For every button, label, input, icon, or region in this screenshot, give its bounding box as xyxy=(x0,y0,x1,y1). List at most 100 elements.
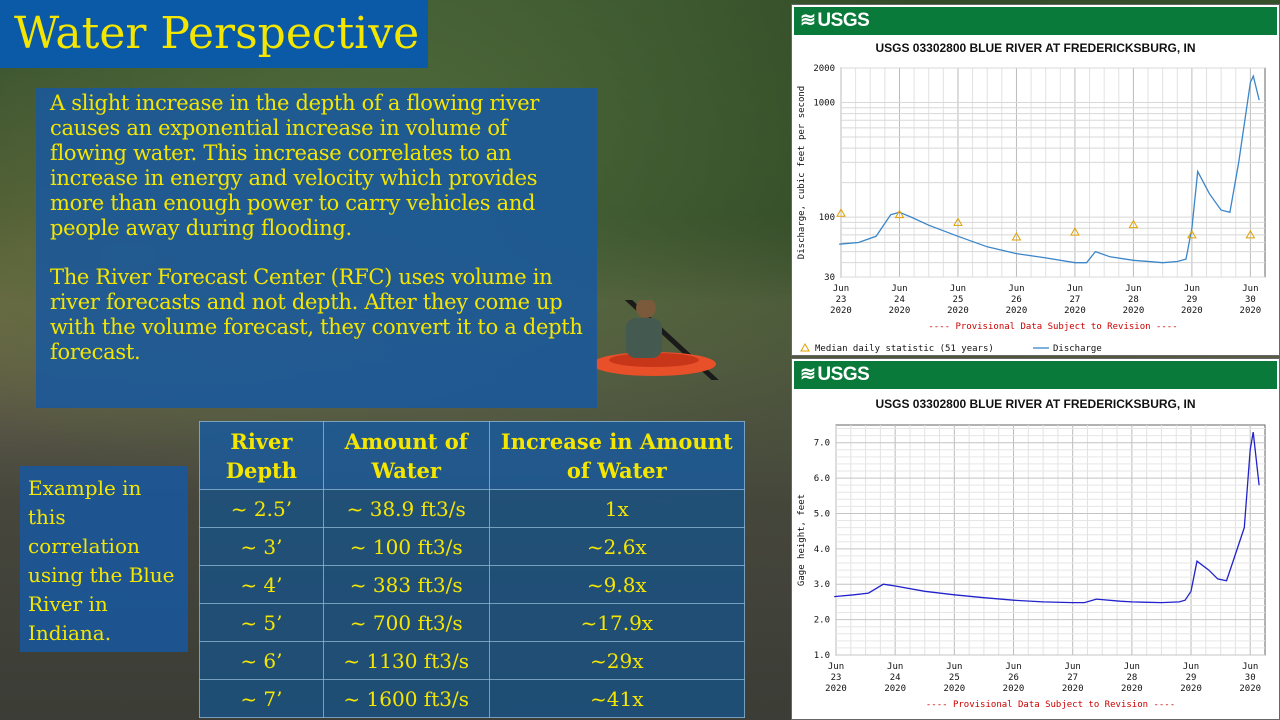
x-tick-label: Jun xyxy=(1124,662,1140,672)
usgs-wave-icon: ≋ xyxy=(800,10,816,31)
y-axis-label: Discharge, cubic feet per second xyxy=(797,86,807,259)
x-tick-label: Jun xyxy=(828,662,844,672)
x-tick-label: 24 xyxy=(894,295,905,305)
provisional-note: ---- Provisional Data Subject to Revisio… xyxy=(928,322,1177,332)
cell-depth: ~ 7’ xyxy=(199,679,324,718)
explanation-box: A slight increase in the depth of a flow… xyxy=(36,88,597,408)
median-marker xyxy=(1011,232,1022,241)
y-tick-label: 5.0 xyxy=(814,509,830,519)
cell-increase: 1x xyxy=(488,489,746,528)
gage-chart: 1.0 2.0 3.0 4.0 5.0 6.0 7.0 Gage height, feet Ju… xyxy=(797,424,1266,710)
x-tick-label: 2020 xyxy=(830,306,852,316)
x-tick-label: Jun xyxy=(1005,662,1021,672)
x-tick-label: 28 xyxy=(1126,673,1137,683)
legend-label: Median daily statistic (51 years) xyxy=(815,344,994,354)
y-axis-label: Gage height, feet xyxy=(797,494,807,586)
x-tick-label: 23 xyxy=(831,673,842,683)
y-tick-label: 30 xyxy=(824,273,835,283)
x-tick-label: 26 xyxy=(1008,673,1019,683)
x-tick-label: Jun xyxy=(1183,662,1199,672)
table-header-row: River Depth Amount of Water Increase in … xyxy=(199,421,746,490)
y-tick-label: 100 xyxy=(819,213,835,223)
y-tick-label: 1000 xyxy=(813,98,835,108)
cell-depth: ~ 3’ xyxy=(199,527,324,566)
x-tick-label: 28 xyxy=(1128,295,1139,305)
x-tick-label: 2020 xyxy=(944,684,966,694)
usgs-logo-bar: ≋ USGS xyxy=(794,361,1277,389)
cell-depth: ~ 2.5’ xyxy=(199,489,324,528)
usgs-wave-icon: ≋ xyxy=(800,364,816,385)
y-tick-label: 6.0 xyxy=(814,474,830,484)
discharge-chart: 30 100 1000 2000 Discharge, cubic feet per s… xyxy=(797,64,1266,354)
explanation-paragraph-2: The River Forecast Center (RFC) uses vol… xyxy=(50,265,583,364)
cell-volume: ~ 1130 ft3/s xyxy=(322,641,490,680)
x-tick-label: Jun xyxy=(833,284,849,294)
x-tick-label: Jun xyxy=(1125,284,1141,294)
cell-volume: ~ 383 ft3/s xyxy=(322,565,490,604)
x-tick-label: 24 xyxy=(890,673,901,683)
series-line xyxy=(834,431,1260,604)
y-tick-label: 4.0 xyxy=(814,545,830,555)
table-row: ~ 2.5’ ~ 38.9 ft3/s 1x xyxy=(199,489,746,528)
cell-increase: ~29x xyxy=(488,641,746,680)
x-tick-label: 2020 xyxy=(1006,306,1028,316)
depth-volume-table: River Depth Amount of Water Increase in … xyxy=(199,421,746,718)
median-marker xyxy=(1070,227,1080,236)
median-marker xyxy=(836,208,846,217)
cell-increase: ~41x xyxy=(488,679,746,718)
table-row: ~ 5’ ~ 700 ft3/s ~17.9x xyxy=(199,603,746,642)
x-tick-label: Jun xyxy=(1008,284,1024,294)
cell-volume: ~ 100 ft3/s xyxy=(322,527,490,566)
x-tick-label: Jun xyxy=(1242,662,1258,672)
gage-chart-title: USGS 03302800 BLUE RIVER AT FREDERICKSBU… xyxy=(875,397,1196,411)
y-tick-label: 7.0 xyxy=(814,439,830,449)
x-tick-label: 2020 xyxy=(947,306,969,316)
median-marker xyxy=(1128,219,1139,229)
cell-increase: ~9.8x xyxy=(488,565,746,604)
usgs-logo-bar: ≋ USGS xyxy=(794,7,1277,35)
explanation-paragraph-1: A slight increase in the depth of a flow… xyxy=(50,91,540,240)
series-line xyxy=(839,74,1260,264)
x-tick-label: 2020 xyxy=(1123,306,1145,316)
x-tick-label: Jun xyxy=(946,662,962,672)
x-tick-label: Jun xyxy=(950,284,966,294)
cell-volume: ~ 1600 ft3/s xyxy=(322,679,490,718)
gage-chart-panel: ≋ USGS USGS 03302800 BLUE RIVER AT FREDER… xyxy=(791,358,1280,720)
header-amount-of-water: Amount of Water xyxy=(322,421,490,490)
cell-depth: ~ 6’ xyxy=(199,641,324,680)
table-row: ~ 7’ ~ 1600 ft3/s ~41x xyxy=(199,679,746,718)
x-tick-label: 30 xyxy=(1245,673,1256,683)
example-note: Example in this correlation using the Bl… xyxy=(20,466,188,652)
x-tick-label: Jun xyxy=(1065,662,1081,672)
x-tick-label: 29 xyxy=(1186,295,1197,305)
discharge-chart-title: USGS 03302800 BLUE RIVER AT FREDERICKSBU… xyxy=(875,41,1196,55)
table-row: ~ 6’ ~ 1130 ft3/s ~29x xyxy=(199,641,746,680)
x-tick-label: Jun xyxy=(887,662,903,672)
discharge-chart-panel: ≋ USGS USGS 03302800 BLUE RIVER AT FREDER… xyxy=(791,4,1280,356)
header-increase-in-amount: Increase in Amount of Water xyxy=(488,421,746,490)
cell-volume: ~ 700 ft3/s xyxy=(322,603,490,642)
y-tick-label: 3.0 xyxy=(814,580,830,590)
header-river-depth: River Depth xyxy=(199,421,324,490)
cell-increase: ~2.6x xyxy=(488,527,746,566)
median-marker xyxy=(894,209,905,219)
median-marker xyxy=(1187,229,1197,239)
x-tick-label: 27 xyxy=(1067,673,1078,683)
cell-increase: ~17.9x xyxy=(488,603,746,642)
x-tick-label: 2020 xyxy=(1240,306,1262,316)
cell-volume: ~ 38.9 ft3/s xyxy=(322,489,490,528)
y-tick-label: 2.0 xyxy=(814,616,830,626)
x-tick-label: Jun xyxy=(1184,284,1200,294)
x-tick-label: 2020 xyxy=(1181,306,1203,316)
cell-depth: ~ 5’ xyxy=(199,603,324,642)
x-tick-label: 2020 xyxy=(1062,684,1084,694)
y-tick-label: 1.0 xyxy=(814,651,830,661)
x-tick-label: 2020 xyxy=(1064,306,1086,316)
x-tick-label: 25 xyxy=(953,295,964,305)
kayak-illustration xyxy=(596,300,719,380)
y-tick-label: 2000 xyxy=(813,64,835,74)
x-tick-label: 29 xyxy=(1186,673,1197,683)
x-tick-label: Jun xyxy=(1067,284,1083,294)
legend-label: Discharge xyxy=(1053,344,1102,354)
x-tick-label: 2020 xyxy=(1180,684,1202,694)
